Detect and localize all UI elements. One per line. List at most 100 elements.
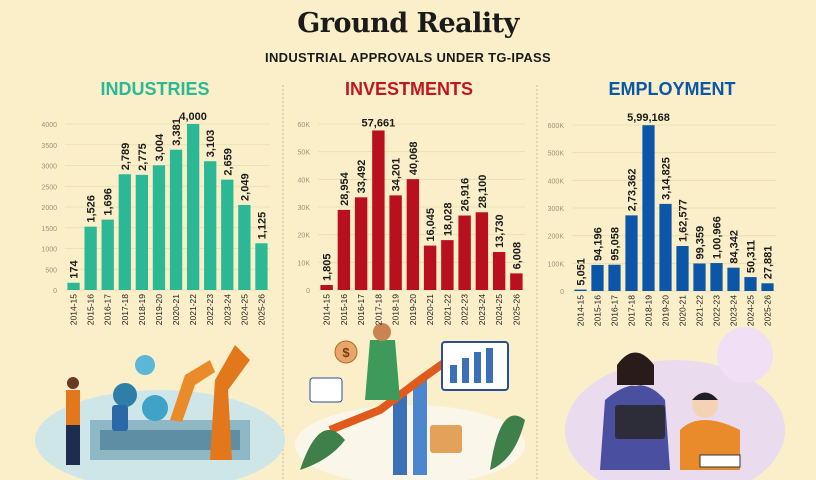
x-tick-label: 2021-22 (188, 294, 198, 325)
industry-illustration (35, 345, 285, 480)
bar (659, 203, 672, 291)
data-label: 28,954 (339, 171, 351, 206)
data-label: 1,00,966 (712, 216, 724, 259)
chart-title: INVESTMENTS (345, 79, 473, 99)
data-label: 1,805 (322, 253, 334, 281)
data-label: 2,73,362 (627, 169, 639, 212)
y-tick-label: 30K (298, 205, 311, 212)
data-label: 2,775 (137, 143, 149, 171)
y-tick-label: 0 (560, 289, 564, 296)
bar (186, 124, 200, 290)
bar (642, 125, 655, 291)
data-label: 5,051 (576, 258, 588, 286)
bar (676, 246, 689, 291)
bar (337, 209, 351, 290)
x-tick-label: 2018-19 (391, 294, 401, 325)
bar (354, 197, 368, 290)
data-label: 1,62,577 (678, 199, 690, 242)
y-tick-label: 0 (306, 288, 310, 295)
employment-illustration (565, 327, 785, 480)
x-tick-label: 2025-26 (256, 294, 266, 325)
x-tick-label: 2020-21 (425, 294, 435, 325)
y-tick-label: 10K (298, 260, 311, 267)
bar (744, 277, 757, 291)
y-tick-label: 4000 (41, 122, 57, 129)
y-tick-label: 600K (548, 123, 565, 130)
x-tick-label: 2019-20 (154, 294, 164, 325)
x-tick-label: 2022-23 (205, 294, 215, 325)
data-label: 1,526 (86, 195, 98, 223)
bar (574, 289, 587, 291)
x-tick-label: 2014-15 (576, 295, 586, 326)
svg-text:$: $ (342, 345, 350, 360)
x-tick-label: 2019-20 (408, 294, 418, 325)
data-label: 3,14,825 (661, 157, 673, 200)
y-tick-label: 2500 (41, 184, 57, 191)
y-tick-label: 2000 (41, 205, 57, 212)
data-label: 2,789 (120, 143, 132, 171)
bar (118, 174, 131, 290)
data-label: 2,659 (222, 148, 234, 176)
bar (389, 195, 402, 290)
y-tick-label: 1000 (41, 247, 57, 254)
x-tick-label: 2014-15 (69, 294, 79, 325)
bar (492, 252, 506, 290)
x-tick-label: 2016-17 (356, 294, 366, 325)
y-tick-label: 3000 (41, 164, 57, 171)
x-tick-label: 2023-24 (729, 295, 739, 326)
bar (727, 267, 740, 291)
y-tick-label: 50K (298, 150, 311, 157)
y-tick-label: 400K (548, 178, 565, 185)
x-tick-label: 2022-23 (460, 294, 470, 325)
data-label: 3,381 (171, 118, 183, 146)
x-tick-label: 2015-16 (593, 295, 603, 326)
data-label: 34,201 (391, 158, 403, 192)
y-tick-label: 200K (548, 234, 565, 241)
bar (152, 165, 166, 290)
y-tick-label: 0 (53, 288, 57, 295)
x-tick-label: 2024-25 (239, 294, 249, 325)
bar (204, 161, 217, 290)
y-tick-label: 40K (298, 177, 311, 184)
x-tick-label: 2020-21 (678, 295, 688, 326)
data-label: 57,661 (362, 117, 396, 129)
data-label: 1,125 (256, 212, 268, 240)
x-tick-label: 2024-25 (494, 294, 504, 325)
y-tick-label: 500 (45, 267, 57, 274)
data-label: 13,730 (494, 214, 506, 248)
bar (406, 179, 420, 290)
data-label: 174 (69, 260, 81, 279)
x-tick-label: 2018-19 (644, 295, 654, 326)
data-label: 84,342 (729, 230, 741, 264)
bar (221, 179, 234, 290)
bar (238, 204, 251, 290)
page-title: Ground Reality (297, 8, 519, 39)
data-label: 27,881 (763, 246, 775, 280)
bar (710, 263, 723, 291)
data-label: 94,196 (593, 227, 605, 261)
data-label: 5,99,168 (627, 112, 670, 124)
chart-title: EMPLOYMENT (608, 79, 735, 99)
bar (320, 285, 333, 290)
data-label: 1,696 (103, 188, 115, 216)
bar (591, 264, 604, 291)
x-tick-label: 2017-18 (373, 294, 383, 325)
y-tick-label: 300K (548, 206, 565, 213)
data-label: 95,058 (610, 227, 622, 261)
data-label: 28,100 (477, 175, 489, 209)
y-tick-label: 3500 (41, 143, 57, 150)
data-label: 26,916 (460, 178, 472, 212)
bar (475, 212, 489, 290)
bar (441, 240, 454, 290)
bar (84, 226, 97, 290)
data-label: 50,311 (746, 240, 758, 273)
x-tick-label: 2023-24 (222, 294, 232, 325)
bar (372, 130, 385, 290)
bar (67, 282, 80, 290)
x-tick-label: 2023-24 (477, 294, 487, 325)
x-tick-label: 2021-22 (442, 294, 452, 325)
bar (423, 245, 437, 290)
x-tick-label: 2019-20 (661, 295, 671, 326)
bar (761, 283, 774, 291)
